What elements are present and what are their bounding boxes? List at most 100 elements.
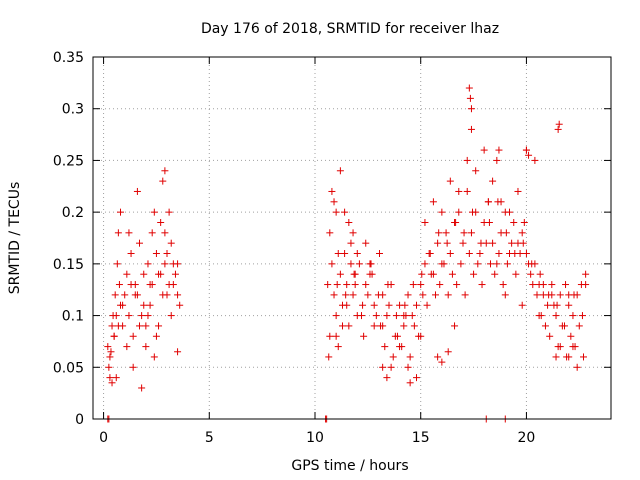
data-point	[427, 270, 435, 278]
data-point	[334, 250, 342, 258]
data-point	[379, 363, 387, 371]
data-point	[406, 353, 414, 361]
data-point	[512, 270, 520, 278]
data-point	[157, 218, 165, 226]
data-point	[404, 291, 412, 299]
data-point	[417, 281, 425, 289]
data-point	[364, 291, 372, 299]
data-point	[332, 312, 340, 320]
data-point	[347, 239, 355, 247]
data-point	[345, 322, 353, 330]
data-point	[334, 343, 342, 351]
data-point	[406, 379, 414, 387]
x-axis-ticks: 0 5 10 15 20	[99, 57, 535, 446]
data-point	[508, 239, 516, 247]
data-point	[477, 239, 485, 247]
data-point	[324, 281, 332, 289]
data-point	[569, 343, 577, 351]
data-point	[548, 281, 556, 289]
data-point	[167, 312, 175, 320]
data-point	[110, 332, 118, 340]
data-point	[514, 187, 522, 195]
data-point	[460, 229, 468, 237]
data-point	[119, 301, 127, 309]
data-point	[474, 260, 482, 268]
data-point	[565, 301, 573, 309]
data-point	[440, 260, 448, 268]
data-points	[104, 84, 590, 423]
data-point	[434, 239, 442, 247]
x-axis-label: GPS time / hours	[291, 458, 408, 474]
data-point	[582, 270, 590, 278]
data-point	[582, 281, 590, 289]
data-point	[467, 229, 475, 237]
data-point	[152, 250, 160, 258]
data-point	[133, 187, 141, 195]
x-tick-label: 0	[99, 430, 108, 446]
data-point	[375, 250, 383, 258]
data-point	[529, 281, 537, 289]
y-axis-label: SRMTID / TECUs	[7, 182, 23, 295]
data-point	[553, 301, 561, 309]
data-point	[108, 322, 116, 330]
data-point	[469, 208, 477, 216]
data-point	[503, 260, 511, 268]
data-point	[518, 301, 526, 309]
data-point	[520, 218, 528, 226]
data-point	[379, 291, 387, 299]
data-point	[144, 260, 152, 268]
data-point	[383, 312, 391, 320]
data-point	[370, 301, 378, 309]
data-point	[565, 353, 573, 361]
data-point	[161, 260, 169, 268]
data-point	[345, 218, 353, 226]
data-point	[114, 322, 122, 330]
data-point	[105, 363, 113, 371]
data-point	[531, 156, 539, 164]
data-point	[558, 322, 566, 330]
data-point	[148, 229, 156, 237]
data-point	[383, 374, 391, 382]
x-tick-label: 20	[518, 430, 536, 446]
data-point	[370, 322, 378, 330]
y-tick-label: 0.35	[53, 50, 84, 66]
data-point	[146, 301, 154, 309]
data-point	[341, 250, 349, 258]
data-point	[432, 291, 440, 299]
data-point	[552, 312, 560, 320]
data-point	[401, 301, 409, 309]
data-point	[367, 260, 375, 268]
data-point	[426, 250, 434, 258]
data-point	[155, 322, 163, 330]
data-point	[350, 270, 358, 278]
data-point	[533, 291, 541, 299]
data-point	[171, 270, 179, 278]
data-point	[409, 281, 417, 289]
data-point	[359, 301, 367, 309]
data-point	[511, 250, 519, 258]
data-point	[123, 270, 131, 278]
data-point	[565, 291, 573, 299]
data-point	[555, 120, 563, 128]
data-point	[144, 312, 152, 320]
data-point	[419, 291, 427, 299]
data-point	[326, 229, 334, 237]
y-tick-label: 0.3	[62, 102, 84, 118]
data-point	[328, 187, 336, 195]
data-point	[451, 322, 459, 330]
data-point	[381, 343, 389, 351]
data-point	[106, 374, 114, 382]
data-point	[404, 363, 412, 371]
data-point	[349, 229, 357, 237]
data-point	[463, 156, 471, 164]
data-point	[476, 250, 484, 258]
data-point	[410, 322, 418, 330]
data-point	[493, 156, 501, 164]
data-point	[341, 208, 349, 216]
data-point	[545, 291, 553, 299]
data-point	[552, 353, 560, 361]
data-point	[389, 353, 397, 361]
data-point	[421, 260, 429, 268]
data-point	[142, 343, 150, 351]
